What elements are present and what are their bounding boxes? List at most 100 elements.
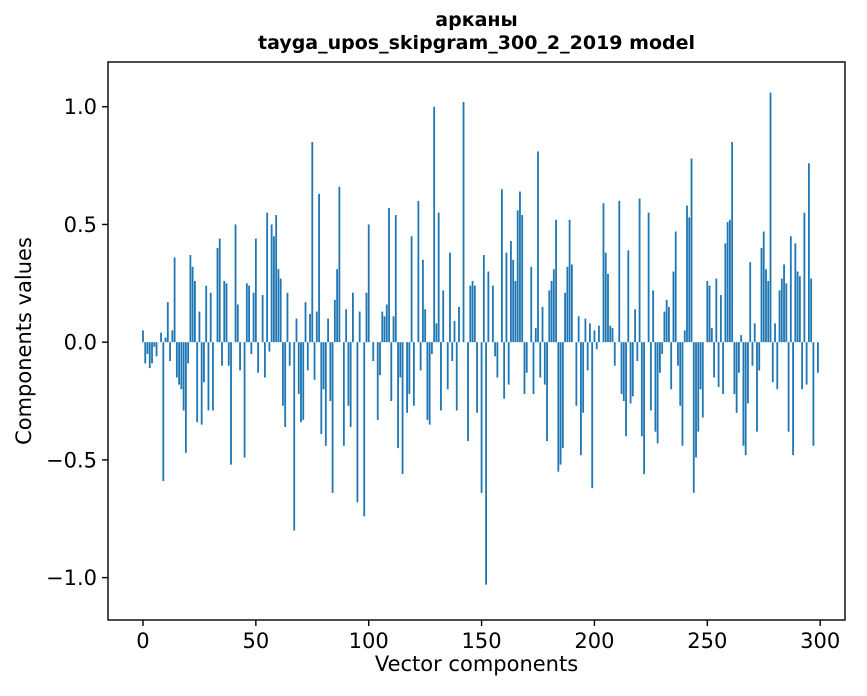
bar bbox=[469, 285, 472, 343]
bar bbox=[523, 342, 526, 394]
bar bbox=[379, 342, 381, 376]
bar bbox=[194, 280, 196, 343]
bar bbox=[293, 342, 296, 531]
bar bbox=[767, 280, 770, 343]
bar bbox=[796, 271, 799, 343]
bar bbox=[591, 342, 594, 489]
bar bbox=[620, 342, 623, 394]
bar bbox=[435, 323, 438, 343]
bar bbox=[243, 342, 246, 458]
bar bbox=[785, 283, 788, 343]
bar bbox=[665, 299, 668, 343]
bar bbox=[674, 231, 677, 343]
bar bbox=[203, 342, 205, 383]
bar bbox=[221, 342, 223, 366]
bar bbox=[153, 342, 156, 347]
bar bbox=[230, 342, 232, 465]
bar bbox=[817, 342, 819, 373]
bar bbox=[634, 309, 636, 343]
bar bbox=[555, 219, 557, 343]
bar bbox=[613, 342, 616, 366]
bar bbox=[494, 342, 497, 357]
bar bbox=[503, 342, 506, 399]
bar bbox=[480, 342, 483, 493]
bar bbox=[496, 342, 499, 378]
bar bbox=[742, 342, 745, 446]
bar bbox=[155, 342, 158, 357]
bar bbox=[564, 292, 567, 343]
bar bbox=[537, 151, 539, 343]
bar bbox=[311, 142, 314, 343]
bar bbox=[625, 342, 627, 437]
bar bbox=[510, 240, 512, 343]
bar bbox=[327, 318, 329, 343]
x-tick-label: 200 bbox=[574, 629, 614, 653]
bar bbox=[306, 342, 309, 371]
bar bbox=[254, 238, 257, 343]
bar bbox=[798, 276, 801, 343]
bar bbox=[672, 271, 675, 343]
bar bbox=[807, 163, 810, 343]
bar bbox=[618, 200, 621, 343]
bar bbox=[661, 342, 664, 354]
bar bbox=[530, 266, 533, 343]
bar bbox=[557, 342, 560, 472]
bar bbox=[550, 280, 553, 343]
x-tick-label: 0 bbox=[136, 629, 149, 653]
bar bbox=[462, 102, 465, 343]
bar bbox=[776, 342, 779, 390]
bar bbox=[446, 342, 449, 390]
bar bbox=[683, 330, 686, 343]
bar bbox=[169, 342, 171, 362]
bar bbox=[778, 290, 781, 343]
bar bbox=[541, 306, 544, 343]
bar bbox=[408, 342, 411, 394]
bar bbox=[160, 332, 162, 343]
bar bbox=[401, 342, 404, 475]
bar bbox=[629, 342, 632, 404]
bar bbox=[611, 328, 614, 343]
bar bbox=[268, 342, 271, 352]
bar bbox=[710, 328, 713, 343]
bar bbox=[692, 342, 695, 493]
bar bbox=[699, 342, 702, 390]
bar bbox=[604, 252, 607, 343]
bar bbox=[406, 342, 408, 413]
bar bbox=[507, 342, 510, 385]
bar bbox=[200, 342, 203, 425]
bar bbox=[383, 316, 386, 343]
bar bbox=[749, 262, 752, 343]
bar bbox=[568, 219, 571, 343]
bar bbox=[584, 318, 587, 343]
bar bbox=[801, 342, 804, 390]
bar bbox=[182, 342, 185, 411]
bar bbox=[647, 212, 650, 343]
bar bbox=[740, 335, 743, 343]
bar bbox=[758, 342, 761, 371]
bar bbox=[652, 290, 655, 343]
bar bbox=[257, 342, 260, 373]
bar bbox=[212, 342, 214, 411]
bar bbox=[679, 342, 682, 406]
bar bbox=[412, 342, 415, 406]
bar bbox=[431, 342, 433, 354]
bar bbox=[482, 255, 485, 343]
bar bbox=[297, 342, 300, 394]
bar bbox=[388, 207, 390, 343]
bar bbox=[728, 219, 731, 343]
bar bbox=[747, 342, 749, 404]
bar bbox=[753, 323, 756, 343]
bar bbox=[726, 222, 729, 343]
bar bbox=[356, 342, 359, 503]
y-tick-label: −0.5 bbox=[46, 448, 97, 472]
bar bbox=[649, 342, 652, 411]
bar bbox=[358, 311, 361, 343]
bar bbox=[812, 342, 815, 446]
bar bbox=[218, 238, 221, 343]
bar bbox=[180, 342, 183, 390]
bar bbox=[284, 342, 287, 427]
bar bbox=[142, 330, 144, 343]
bar bbox=[449, 252, 451, 343]
bar bbox=[173, 257, 176, 343]
chart-title: арканы tayga_upos_skipgram_300_2_2019 mo… bbox=[108, 9, 845, 55]
